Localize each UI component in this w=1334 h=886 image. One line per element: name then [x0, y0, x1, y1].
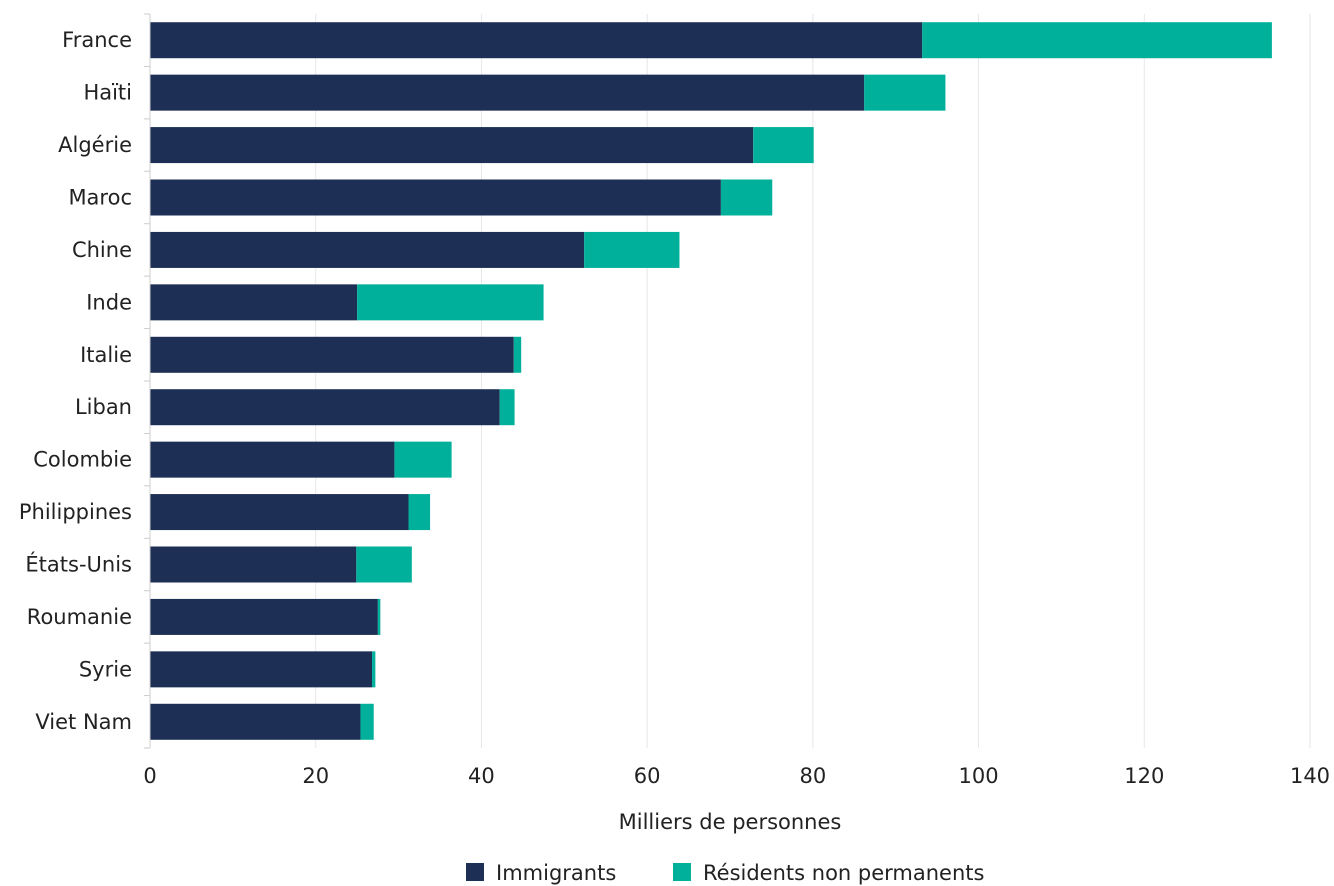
bar-segment-immigrants [150, 231, 585, 268]
x-tick-label: 80 [799, 764, 826, 788]
x-tick-labels: 0 20 40 60 80 100 120 140 [143, 764, 1330, 788]
bars [150, 22, 1272, 740]
bar-segment-immigrants [150, 494, 409, 531]
bar-segment-immigrants [150, 389, 500, 426]
bar-segment-residents-non-permanents [753, 127, 814, 164]
category-label: France [62, 28, 132, 52]
category-label: Inde [86, 290, 132, 314]
bar-segment-immigrants [150, 546, 357, 583]
bar-segment-residents-non-permanents [408, 494, 431, 531]
bar-segment-immigrants [150, 598, 378, 635]
bar-segment-residents-non-permanents [377, 598, 381, 635]
bar-segment-residents-non-permanents [922, 22, 1272, 59]
category-label: Roumanie [27, 605, 132, 629]
bar-segment-immigrants [150, 127, 754, 164]
legend-label: Résidents non permanents [703, 861, 984, 885]
x-tick-label: 40 [468, 764, 495, 788]
gridlines [144, 13, 1311, 749]
bar-segment-immigrants [150, 703, 361, 740]
bar-segment-immigrants [150, 441, 395, 478]
x-tick-label: 60 [634, 764, 661, 788]
bar-segment-immigrants [150, 651, 373, 688]
category-label: États-Unis [25, 552, 132, 577]
category-label: Syrie [79, 657, 132, 681]
category-label: Maroc [68, 186, 132, 210]
bar-segment-immigrants [150, 179, 721, 216]
category-label: Liban [75, 395, 132, 419]
legend: Immigrants Résidents non permanents [466, 861, 984, 885]
bar-segment-residents-non-permanents [720, 179, 773, 216]
bar-segment-residents-non-permanents [394, 441, 452, 478]
bar-segment-residents-non-permanents [356, 546, 412, 583]
bar-segment-residents-non-permanents [513, 336, 522, 373]
bar-segment-residents-non-permanents [360, 703, 374, 740]
legend-label: Immigrants [496, 861, 616, 885]
bar-segment-immigrants [150, 74, 865, 111]
bar-segment-immigrants [150, 336, 514, 373]
x-axis-title: Milliers de personnes [619, 810, 842, 834]
category-label: Colombie [33, 448, 132, 472]
bar-segment-residents-non-permanents [357, 284, 544, 321]
bar-segment-residents-non-permanents [372, 651, 376, 688]
bar-segment-residents-non-permanents [864, 74, 946, 111]
x-tick-label: 0 [143, 764, 156, 788]
bar-segment-immigrants [150, 284, 358, 321]
x-tick-label: 100 [959, 764, 999, 788]
category-label: Philippines [19, 500, 132, 524]
bar-segment-residents-non-permanents [584, 231, 680, 268]
category-label: Chine [72, 238, 132, 262]
category-label: Italie [80, 343, 132, 367]
legend-swatch [673, 863, 691, 881]
category-label: Viet Nam [35, 710, 132, 734]
legend-swatch [466, 863, 484, 881]
x-tick-label: 140 [1290, 764, 1330, 788]
x-tick-label: 20 [302, 764, 329, 788]
bar-segment-residents-non-permanents [499, 389, 515, 426]
bar-segment-immigrants [150, 22, 923, 59]
x-tick-label: 120 [1124, 764, 1164, 788]
category-label: Algérie [58, 133, 132, 157]
category-labels: France Haïti Algérie Maroc Chine Inde Italie Li… [19, 28, 132, 734]
category-label: Haïti [83, 81, 132, 105]
